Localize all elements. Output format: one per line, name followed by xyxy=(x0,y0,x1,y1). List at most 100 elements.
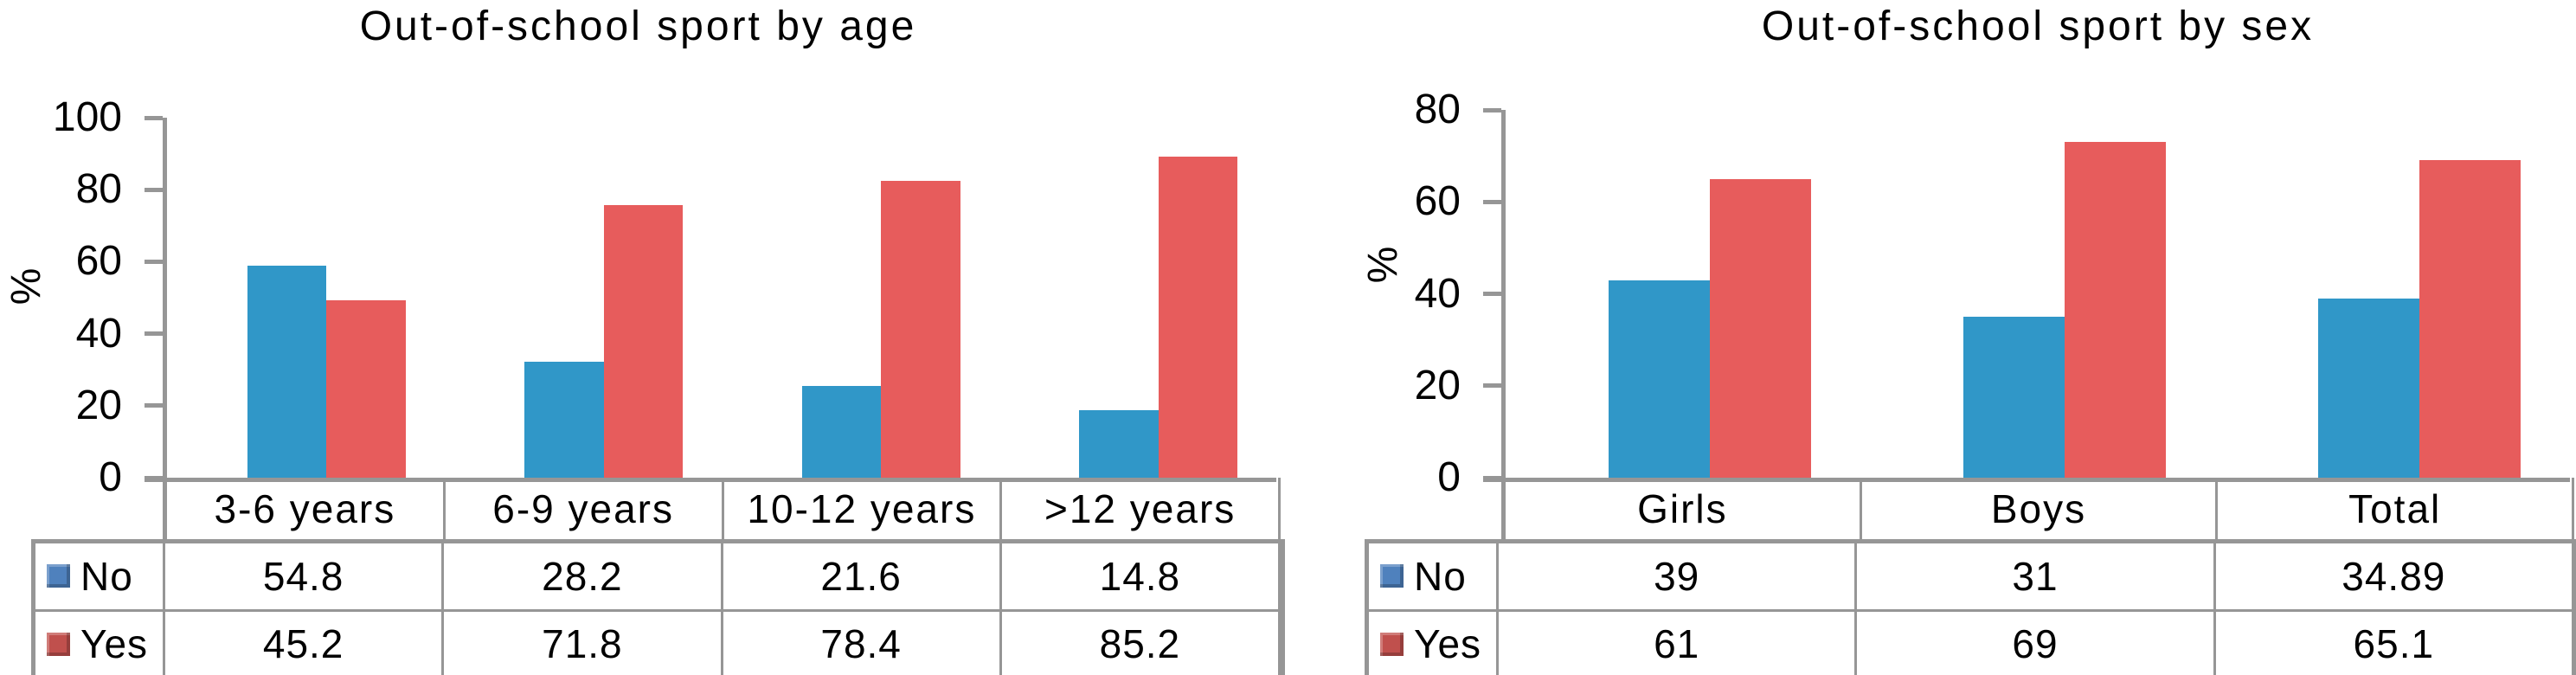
legend-cell-no: No xyxy=(35,543,165,609)
legend-swatch-yes xyxy=(1380,632,1404,656)
table-value: 21.6 xyxy=(723,543,1002,609)
slot-girls xyxy=(1506,110,1860,478)
bar-no-girls xyxy=(1608,280,1710,478)
slot-10-12-years xyxy=(722,118,999,478)
slot-6-9-years xyxy=(445,118,723,478)
bar-no-3-6-years xyxy=(247,266,327,478)
bar-no-boys xyxy=(1963,317,2065,478)
legend-label-yes: Yes xyxy=(80,621,149,667)
category-label: Boys xyxy=(1862,478,2219,539)
table-value: 69 xyxy=(1857,611,2216,675)
table-value: 14.8 xyxy=(1002,543,1281,609)
chart-title-sex: Out-of-school sport by sex xyxy=(1761,3,2315,49)
y-axis-tick xyxy=(1483,199,1501,204)
legend-cell-yes: Yes xyxy=(1369,611,1499,675)
table-row-no: No 54.8 28.2 21.6 14.8 xyxy=(35,543,1281,612)
y-axis-tick-label: 100 xyxy=(52,94,122,140)
y-axis-tick xyxy=(145,187,163,192)
y-axis-tick-label: 20 xyxy=(1414,362,1461,408)
table-value: 85.2 xyxy=(1002,611,1281,675)
table-value: 54.8 xyxy=(165,543,445,609)
bar-yes-6-9-years xyxy=(603,204,684,478)
y-axis-tick-label: 40 xyxy=(1414,270,1461,317)
table-value: 39 xyxy=(1499,543,1858,609)
chart-title-age: Out-of-school sport by age xyxy=(359,3,917,49)
category-label: 3-6 years xyxy=(167,478,446,539)
bar-yes-gt12-years xyxy=(1158,156,1238,478)
y-axis-tick xyxy=(1483,383,1501,389)
x-axis-line xyxy=(145,478,1276,482)
bar-yes-girls xyxy=(1709,178,1811,478)
y-axis-tick xyxy=(145,331,163,337)
chart-panel-sex: Out-of-school sport by sex % 80 60 40 20… xyxy=(1360,0,2576,675)
bar-yes-total xyxy=(2419,159,2521,478)
table-value: 61 xyxy=(1499,611,1858,675)
bar-pair xyxy=(247,118,406,478)
table-row-yes: Yes 61 69 65.1 xyxy=(1369,611,2574,675)
y-axis-tick-label: 40 xyxy=(75,310,122,357)
table-row-yes: Yes 45.2 71.8 78.4 85.2 xyxy=(35,611,1281,675)
y-axis-tick-label: 80 xyxy=(75,166,122,213)
plot-area-sex: 80 60 40 20 0 xyxy=(1415,89,2570,498)
y-axis-tick xyxy=(1483,475,1501,480)
y-axis-tick xyxy=(1483,292,1501,296)
y-axis-tick xyxy=(145,259,163,264)
y-axis-line xyxy=(1501,110,1506,482)
bar-no-6-9-years xyxy=(524,362,604,478)
legend-label-no: No xyxy=(1414,553,1467,599)
y-axis-tick xyxy=(145,115,163,120)
legend-cell-yes: Yes xyxy=(35,611,165,675)
table-value: 45.2 xyxy=(165,611,445,675)
legend-swatch-no xyxy=(47,564,70,588)
category-label: 6-9 years xyxy=(446,478,724,539)
y-axis-line xyxy=(163,118,167,482)
data-table-sex: No 39 31 34.89 Yes 61 69 65.1 xyxy=(1365,539,2576,675)
bar-pair xyxy=(1608,110,1811,478)
table-value: 31 xyxy=(1857,543,2216,609)
bar-yes-10-12-years xyxy=(881,181,960,478)
category-label: Total xyxy=(2218,478,2575,539)
category-label: >12 years xyxy=(1002,478,1281,539)
y-axis-tick-label: 20 xyxy=(75,382,122,428)
table-value: 34.89 xyxy=(2216,543,2574,609)
legend-swatch-yes xyxy=(47,632,70,656)
legend-label-no: No xyxy=(80,553,133,599)
y-axis-tick-label: 0 xyxy=(99,454,122,500)
slot-boys xyxy=(1860,110,2215,478)
category-label: Girls xyxy=(1506,478,1862,539)
y-axis-tick xyxy=(145,403,163,408)
slot-total xyxy=(2215,110,2570,478)
category-header-row: 3-6 years 6-9 years 10-12 years >12 year… xyxy=(163,478,1281,539)
data-table-age: No 54.8 28.2 21.6 14.8 Yes 45.2 71.8 78.… xyxy=(31,539,1285,675)
bar-pair xyxy=(1963,110,2166,478)
y-axis-tick-label: 60 xyxy=(75,238,122,285)
bar-slots xyxy=(1506,110,2570,478)
bar-pair xyxy=(801,118,960,478)
bar-pair xyxy=(524,118,684,478)
y-axis-tick xyxy=(145,475,163,480)
table-value: 78.4 xyxy=(723,611,1002,675)
bar-slots xyxy=(167,118,1276,478)
plot-area-age: 100 80 60 40 20 0 xyxy=(53,97,1276,498)
y-axis-tick xyxy=(1483,107,1501,112)
table-row-no: No 39 31 34.89 xyxy=(1369,543,2574,612)
y-axis-tick-label: 80 xyxy=(1414,87,1461,132)
slot-gt12-years xyxy=(999,118,1277,478)
category-label: 10-12 years xyxy=(724,478,1003,539)
legend-cell-no: No xyxy=(1369,543,1499,609)
bar-yes-3-6-years xyxy=(326,300,406,478)
bar-no-gt12-years xyxy=(1079,409,1159,478)
y-axis-tick-label: 0 xyxy=(1437,454,1461,500)
bar-no-10-12-years xyxy=(801,385,882,478)
chart-panel-age: Out-of-school sport by age % 100 80 60 4… xyxy=(0,0,1285,675)
bar-no-total xyxy=(2317,299,2419,478)
table-value: 71.8 xyxy=(444,611,723,675)
table-value: 65.1 xyxy=(2216,611,2574,675)
table-value: 28.2 xyxy=(444,543,723,609)
category-header-row: Girls Boys Total xyxy=(1501,478,2575,539)
legend-swatch-no xyxy=(1380,564,1404,588)
bar-yes-boys xyxy=(2064,142,2166,478)
slot-3-6-years xyxy=(167,118,445,478)
y-axis-tick-label: 60 xyxy=(1414,178,1461,225)
